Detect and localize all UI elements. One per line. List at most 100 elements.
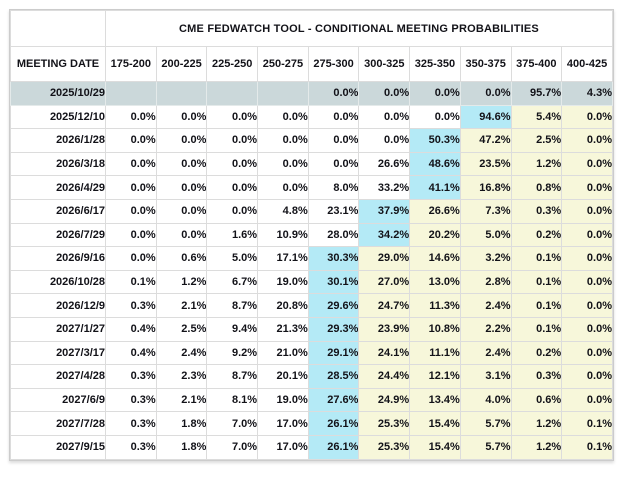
probability-cell: 0.0% <box>155 151 208 177</box>
meeting-date-cell: 2027/4/28 <box>10 364 106 389</box>
probability-cell: 25.3% <box>358 434 411 460</box>
probability-cell: 2.5% <box>510 128 563 153</box>
probability-cell: 24.1% <box>358 340 411 366</box>
meeting-date-cell: 2026/1/28 <box>10 128 106 153</box>
probability-cell: 0.0% <box>358 81 411 106</box>
column-header-rate-range: 300-325 <box>358 46 411 82</box>
probability-cell: 0.0% <box>409 81 461 106</box>
probability-cell: 27.6% <box>307 387 360 413</box>
probability-cell: 0.0% <box>105 128 157 153</box>
meeting-date-cell: 2026/7/29 <box>10 222 106 248</box>
column-header-rate-range: 275-300 <box>307 46 360 82</box>
table-row[interactable]: 2027/3/17 0.4% 2.4% 9.2% 21.0% 29.1% 24.1% 11.1… <box>10 340 613 366</box>
probability-cell: 1.8% <box>155 434 208 460</box>
meeting-date-cell: 2027/7/28 <box>10 411 106 436</box>
probability-cell: 0.0% <box>561 104 613 130</box>
probability-cell: 30.1% <box>307 269 360 295</box>
probability-cell: 37.9% <box>358 198 411 224</box>
probability-cell: 28.5% <box>307 364 360 389</box>
table-row[interactable]: 2027/9/15 0.3% 1.8% 7.0% 17.0% 26.1% 25.3% 15.4… <box>10 434 613 460</box>
table-row[interactable]: 2026/10/28 0.1% 1.2% 6.7% 19.0% 30.1% 27.0% 13.… <box>10 269 613 295</box>
probability-cell: 2.1% <box>155 293 208 318</box>
table-row[interactable]: 2027/7/28 0.3% 1.8% 7.0% 17.0% 26.1% 25.3% 15.4… <box>10 411 613 436</box>
probability-cell: 12.1% <box>409 364 461 389</box>
probability-cell: 0.0% <box>155 104 208 130</box>
table-row[interactable]: 2025/10/29 0.0% 0.0% 0.0% 0.0% 95.7% 4.3% <box>10 81 613 106</box>
probability-cell: 20.8% <box>257 293 309 318</box>
probability-cell: 29.0% <box>358 246 411 271</box>
probability-cell: 0.0% <box>155 198 208 224</box>
probability-cell: 0.3% <box>105 434 157 460</box>
probability-cell: 0.0% <box>105 175 157 200</box>
probability-cell: 5.4% <box>510 104 563 130</box>
probability-cell: 2.4% <box>155 340 208 366</box>
probability-cell: 4.8% <box>257 198 309 224</box>
meeting-date-cell: 2026/4/29 <box>10 175 106 200</box>
probability-cell: 4.3% <box>561 81 613 106</box>
probability-cell: 1.8% <box>155 411 208 436</box>
probability-cell: 17.1% <box>257 246 309 271</box>
probability-cell: 33.2% <box>358 175 411 200</box>
table-row[interactable]: 2026/3/18 0.0% 0.0% 0.0% 0.0% 0.0% 26.6% 48.6% 2… <box>10 151 613 177</box>
table-row[interactable]: 2027/1/27 0.4% 2.5% 9.4% 21.3% 29.3% 23.9% 10.8… <box>10 316 613 342</box>
probability-cell: 0.3% <box>105 293 157 318</box>
table-row[interactable]: 2027/4/28 0.3% 2.3% 8.7% 20.1% 28.5% 24.4% 12.1… <box>10 364 613 389</box>
table-title: CME FEDWATCH TOOL - CONDITIONAL MEETING … <box>105 10 613 47</box>
probability-cell: 0.0% <box>561 198 613 224</box>
probability-cell: 48.6% <box>409 151 461 177</box>
probability-cell: 0.1% <box>510 316 563 342</box>
probability-cell: 0.0% <box>561 175 613 200</box>
probability-cell: 0.3% <box>510 364 563 389</box>
probability-cell: 11.3% <box>409 293 461 318</box>
probability-cell: 13.4% <box>409 387 461 413</box>
probability-cell: 26.1% <box>307 411 360 436</box>
probability-cell: 0.3% <box>105 387 157 413</box>
column-header-rate-range: 375-400 <box>510 46 563 82</box>
probability-cell: 0.0% <box>206 198 259 224</box>
probability-cell: 0.6% <box>510 387 563 413</box>
probability-cell: 0.0% <box>206 128 259 153</box>
probability-cell: 11.1% <box>409 340 461 366</box>
probability-cell: 13.0% <box>409 269 461 295</box>
probability-cell: 0.0% <box>561 364 613 389</box>
probability-cell: 0.0% <box>155 222 208 248</box>
probability-cell: 0.0% <box>257 104 309 130</box>
probability-cell: 4.0% <box>459 387 512 413</box>
probability-cell: 0.0% <box>561 222 613 248</box>
probability-cell: 15.4% <box>409 434 461 460</box>
column-header-rate-range: 400-425 <box>561 46 613 82</box>
probability-cell: 10.8% <box>409 316 461 342</box>
probability-cell: 41.1% <box>409 175 461 200</box>
meeting-date-cell: 2027/9/15 <box>10 434 106 460</box>
table-row[interactable]: 2027/6/9 0.3% 2.1% 8.1% 19.0% 27.6% 24.9% 13.4%… <box>10 387 613 413</box>
meeting-date-cell: 2025/10/29 <box>10 81 106 106</box>
table-row[interactable]: 2026/7/29 0.0% 0.0% 1.6% 10.9% 28.0% 34.2% 20.2… <box>10 222 613 248</box>
probability-cell: 8.1% <box>206 387 259 413</box>
table-row[interactable]: 2025/12/10 0.0% 0.0% 0.0% 0.0% 0.0% 0.0% 0.0% 94… <box>10 104 613 130</box>
meeting-date-cell: 2027/6/9 <box>10 387 106 413</box>
probability-cell: 0.0% <box>307 128 360 153</box>
column-header-rate-range: 325-350 <box>409 46 461 82</box>
column-header-meeting-date: MEETING DATE <box>10 46 106 82</box>
table-row[interactable]: 2026/12/9 0.3% 2.1% 8.7% 20.8% 29.6% 24.7% 11.3… <box>10 293 613 318</box>
probability-cell: 0.0% <box>358 104 411 130</box>
probability-cell: 20.2% <box>409 222 461 248</box>
table-row[interactable]: 2026/6/17 0.0% 0.0% 0.0% 4.8% 23.1% 37.9% 26.6%… <box>10 198 613 224</box>
probability-cell: 50.3% <box>409 128 461 153</box>
column-header-rate-range: 350-375 <box>459 46 512 82</box>
probability-cell: 2.4% <box>459 293 512 318</box>
probability-cell: 28.0% <box>307 222 360 248</box>
meeting-date-cell: 2027/1/27 <box>10 316 106 342</box>
probability-cell: 0.0% <box>155 175 208 200</box>
probability-cell: 0.0% <box>307 104 360 130</box>
fedwatch-table-container: CME FEDWATCH TOOL - CONDITIONAL MEETING … <box>9 9 614 461</box>
probability-cell: 0.0% <box>206 175 259 200</box>
table-row[interactable]: 2026/4/29 0.0% 0.0% 0.0% 0.0% 8.0% 33.2% 41.1% 1… <box>10 175 613 200</box>
probability-cell: 23.9% <box>358 316 411 342</box>
probability-cell: 0.2% <box>510 222 563 248</box>
table-row[interactable]: 2026/1/28 0.0% 0.0% 0.0% 0.0% 0.0% 0.0% 50.3% 47… <box>10 128 613 153</box>
table-row[interactable]: 2026/9/16 0.0% 0.6% 5.0% 17.1% 30.3% 29.0% 14.6… <box>10 246 613 271</box>
probability-cell: 5.7% <box>459 434 512 460</box>
probability-cell: 0.0% <box>409 104 461 130</box>
probability-cell: 0.4% <box>105 340 157 366</box>
